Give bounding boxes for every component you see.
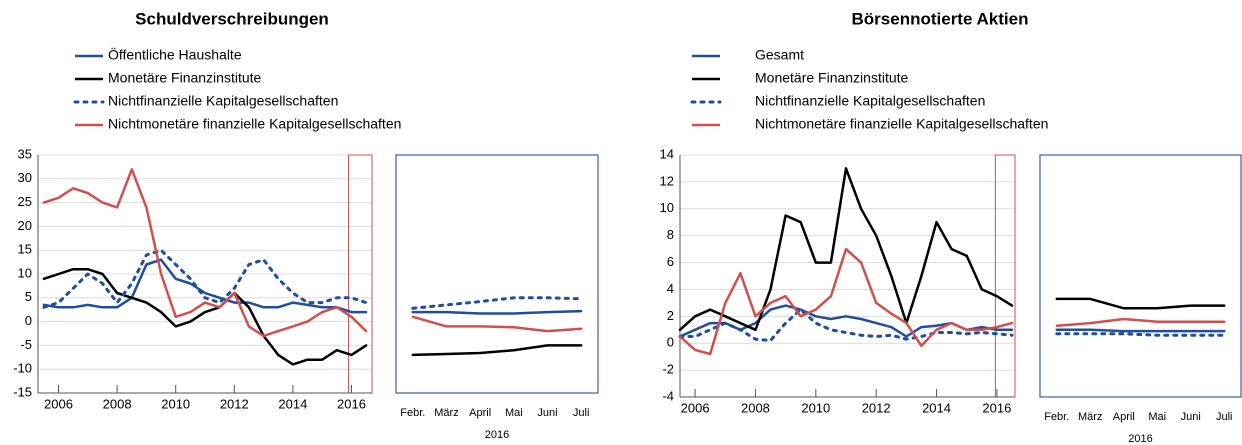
x-tick-label: April [1113,411,1135,423]
line-series [411,296,583,310]
x-tick-label: April [469,407,491,419]
panel-frame [395,154,599,394]
chart-title: Börsennotierte Aktien [852,9,1029,28]
x-tick-label: 2008 [741,400,770,415]
y-tick-label: 4 [667,281,674,296]
y-tick-label: 25 [18,194,32,209]
y-tick-label: -15 [13,384,32,399]
legend-label: Nichtfinanzielle Kapitalgesellschaften [755,93,985,109]
y-tick-label: -4 [662,388,674,403]
legend-label: Nichtmonetäre finanzielle Kapitalgesells… [108,116,401,132]
chart-title: Schuldverschreibungen [135,9,329,28]
x-tick-label: Febr. [400,407,425,419]
panel-frame [1039,154,1242,398]
x-tick-label: Juni [537,407,557,419]
x-tick-label: 2012 [862,400,891,415]
legend-label: Monetäre Finanzinstitute [755,70,909,86]
y-tick-label: 14 [660,146,674,161]
y-tick-label: -5 [20,337,32,352]
x-tick-label: Juli [1216,411,1233,423]
x-tick-label: Febr. [1044,411,1069,423]
line-series [42,168,368,338]
y-tick-label: -2 [662,362,674,377]
y-tick-label: 6 [667,254,674,269]
legend-label: Monetäre Finanzinstitute [108,70,262,86]
line-series [1055,317,1226,327]
y-tick-label: 10 [660,200,674,215]
line-series [42,267,368,366]
x-tick-label: 2006 [44,396,73,411]
line-series [678,308,1014,342]
x-tick-label: 2012 [220,396,249,411]
x-tick-label: März [434,407,458,419]
line-series [411,309,583,315]
y-tick-label: 35 [18,146,32,161]
x-tick-label: 2010 [161,396,190,411]
x-tick-label: 2006 [681,400,710,415]
y-tick-label: 5 [25,289,32,304]
y-tick-label: 20 [18,218,32,233]
line-series [1055,328,1226,333]
line-series [42,248,368,309]
x-tick-label: 2014 [278,396,307,411]
line-series [1055,332,1226,337]
line-series [411,344,583,357]
line-series [42,258,368,314]
legend-label: Nichtfinanzielle Kapitalgesellschaften [108,93,338,109]
x-tick-label: Juli [573,407,590,419]
line-series [411,315,583,333]
y-tick-label: 8 [667,227,674,242]
legend-label: Gesamt [755,47,804,63]
x-axis-label: 2016 [485,429,509,441]
line-series [678,167,1014,332]
x-tick-label: 2010 [801,400,830,415]
x-tick-label: Mai [1148,411,1166,423]
legend-label: Nichtmonetäre finanzielle Kapitalgesells… [755,116,1048,132]
y-tick-label: 10 [18,265,32,280]
highlight-box [994,154,1016,398]
x-tick-label: Juni [1181,411,1201,423]
line-series [678,247,1014,356]
x-axis-label: 2016 [1128,433,1152,445]
y-tick-label: -10 [13,361,32,376]
x-tick-label: 2016 [337,396,366,411]
x-tick-label: 2008 [103,396,132,411]
y-tick-label: 0 [25,313,32,328]
x-tick-label: März [1078,411,1102,423]
x-tick-label: 2014 [922,400,951,415]
x-tick-label: 2016 [982,400,1011,415]
y-tick-label: 30 [18,170,32,185]
y-tick-label: 2 [667,308,674,323]
line-series [1055,297,1226,310]
x-tick-label: Mai [505,407,523,419]
y-tick-label: 12 [660,173,674,188]
y-tick-label: 0 [667,335,674,350]
y-tick-label: 15 [18,242,32,257]
legend-label: Öffentliche Haushalte [108,46,242,63]
